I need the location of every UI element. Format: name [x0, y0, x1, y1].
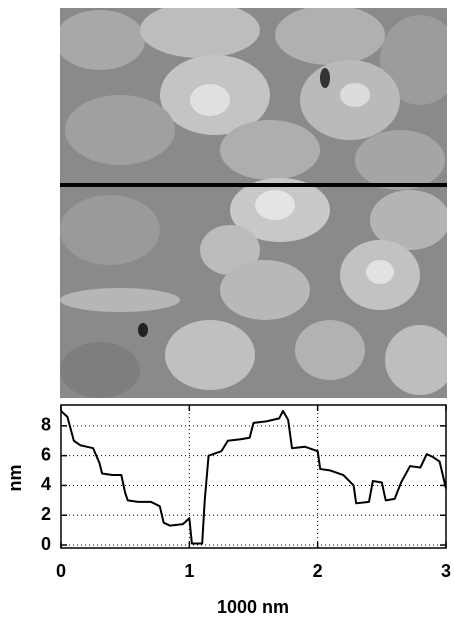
x-tick-label: 2: [313, 561, 323, 581]
y-tick-label: 4: [41, 474, 51, 494]
grain: [220, 260, 310, 320]
grain: [165, 320, 255, 390]
x-tick-label: 1: [184, 561, 194, 581]
y-tick-label: 0: [41, 534, 51, 554]
grain: [190, 84, 230, 116]
profile-line: [60, 409, 447, 545]
plot-frame: [60, 404, 447, 549]
grain: [220, 120, 320, 180]
afm-image: [60, 8, 447, 398]
pit: [138, 323, 148, 337]
grain: [255, 190, 295, 220]
grain: [380, 15, 447, 105]
x-tick-label: 0: [56, 561, 66, 581]
scan-line: [60, 183, 447, 187]
y-tick-label: 2: [41, 504, 51, 524]
grain: [370, 190, 447, 250]
grain: [385, 325, 447, 395]
grain: [60, 288, 180, 312]
grain: [295, 320, 365, 380]
grain: [340, 83, 370, 107]
grain: [366, 260, 394, 284]
grain: [275, 8, 385, 65]
grain: [355, 130, 445, 190]
grain: [60, 195, 160, 265]
grain: [140, 8, 260, 58]
grain: [60, 342, 140, 398]
x-tick-label: 3: [441, 561, 451, 581]
grain: [65, 95, 175, 165]
y-tick-label: 6: [41, 444, 51, 464]
y-tick-label: 8: [41, 415, 51, 435]
grain: [200, 225, 260, 275]
grain: [60, 10, 145, 70]
y-axis-label: nm: [5, 465, 25, 492]
x-axis-label: 1000 nm: [217, 597, 289, 617]
pit: [320, 68, 330, 88]
